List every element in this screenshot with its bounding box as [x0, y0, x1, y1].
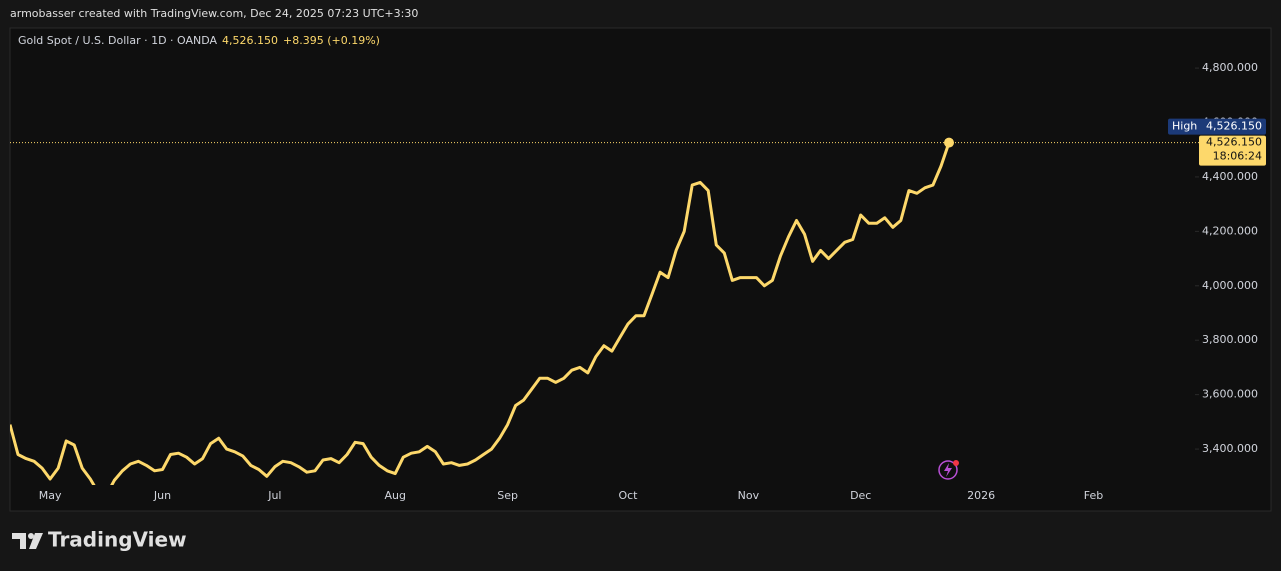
y-tick-label: 3,800.000 — [1202, 333, 1258, 346]
high-label-box — [1168, 118, 1266, 135]
logo-text: TradingView — [48, 528, 187, 552]
y-tick-label: 4,200.000 — [1202, 224, 1258, 237]
high-label-value: 4,526.150 — [1206, 120, 1262, 133]
last-label-box — [1199, 135, 1266, 166]
x-tick-label: May — [39, 489, 62, 502]
alert-icon[interactable] — [938, 460, 959, 480]
header: armobasser created with TradingView.com,… — [10, 7, 418, 20]
y-tick-label: 4,800.000 — [1202, 61, 1258, 74]
logo-icon — [12, 533, 43, 549]
high-label-name: High — [1172, 120, 1197, 133]
last-label-value: 4,526.150 — [1206, 136, 1262, 149]
x-tick-label: Feb — [1084, 489, 1103, 502]
last-point — [944, 137, 954, 148]
x-tick-label: Sep — [497, 489, 518, 502]
x-tick-label: Dec — [850, 489, 871, 502]
y-tick-label: 3,600.000 — [1202, 388, 1258, 401]
y-tick-label: 3,400.000 — [1202, 442, 1258, 455]
chart-panel — [9, 27, 1272, 512]
x-tick-label: Jun — [153, 489, 171, 502]
chart-title: Gold Spot / U.S. Dollar · 1D · OANDA — [18, 34, 218, 47]
y-tick-label: 4,000.000 — [1202, 279, 1258, 292]
last-label-countdown: 18:06:24 — [1213, 150, 1262, 163]
x-tick-label: 2026 — [967, 489, 995, 502]
x-tick-label: Nov — [738, 489, 760, 502]
x-tick-label: Jul — [267, 489, 281, 502]
x-tick-label: Oct — [618, 489, 638, 502]
price-line — [10, 142, 951, 485]
x-tick-label: Aug — [384, 489, 405, 502]
legend-change: +8.395 (+0.19%) — [283, 34, 380, 47]
y-tick-label: 4,400.000 — [1202, 170, 1258, 183]
legend-price: 4,526.150 — [222, 34, 278, 47]
